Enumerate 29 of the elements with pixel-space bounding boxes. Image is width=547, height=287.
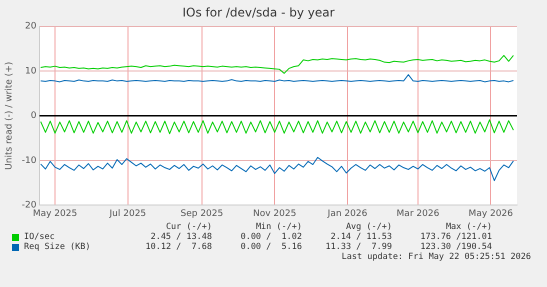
text: Cur (-/+) [164,222,212,232]
y-tick-label: 10 [25,66,37,76]
x-tick-label: Jan 2026 [326,208,368,219]
text: 10.12 / 7.68 [144,242,212,252]
text: 173.76 /121.01 [419,232,492,242]
y-tick-label: -10 [22,156,37,166]
x-tick-label: May 2025 [32,208,78,219]
text: Min (-/+) [254,222,302,232]
text: Avg (-/+) [344,222,392,232]
x-tick-label: Jul 2025 [108,208,146,219]
y-tick-label: 20 [25,22,37,32]
legend-label: Req Size (KB) [24,242,91,252]
text: 11.33 / 7.99 [324,242,392,252]
y-axis-title: Units read (-) / write (+) [4,62,15,170]
text: Max (-/+) [444,222,492,232]
x-tick-label: Sep 2025 [180,208,224,219]
legend-label: IO/sec [24,232,55,242]
x-tick-label: Nov 2025 [252,208,296,219]
text: 2.45 / 13.48 [150,232,212,242]
text: Last update: Fri May 22 05:25:51 2026 [340,252,531,262]
text: 2.14 / 11.53 [330,232,392,242]
text: 123.30 /190.54 [419,242,492,252]
x-tick-label: May 2026 [468,208,514,219]
x-tick-label: Mar 2026 [396,208,440,219]
text: 0.00 / 1.02 [240,232,302,242]
text: 0.00 / 5.16 [240,242,302,252]
chart-title: IOs for /dev/sda - by year [182,5,335,20]
y-tick-label: -20 [22,200,37,211]
y-tick-label: 0 [30,111,37,122]
